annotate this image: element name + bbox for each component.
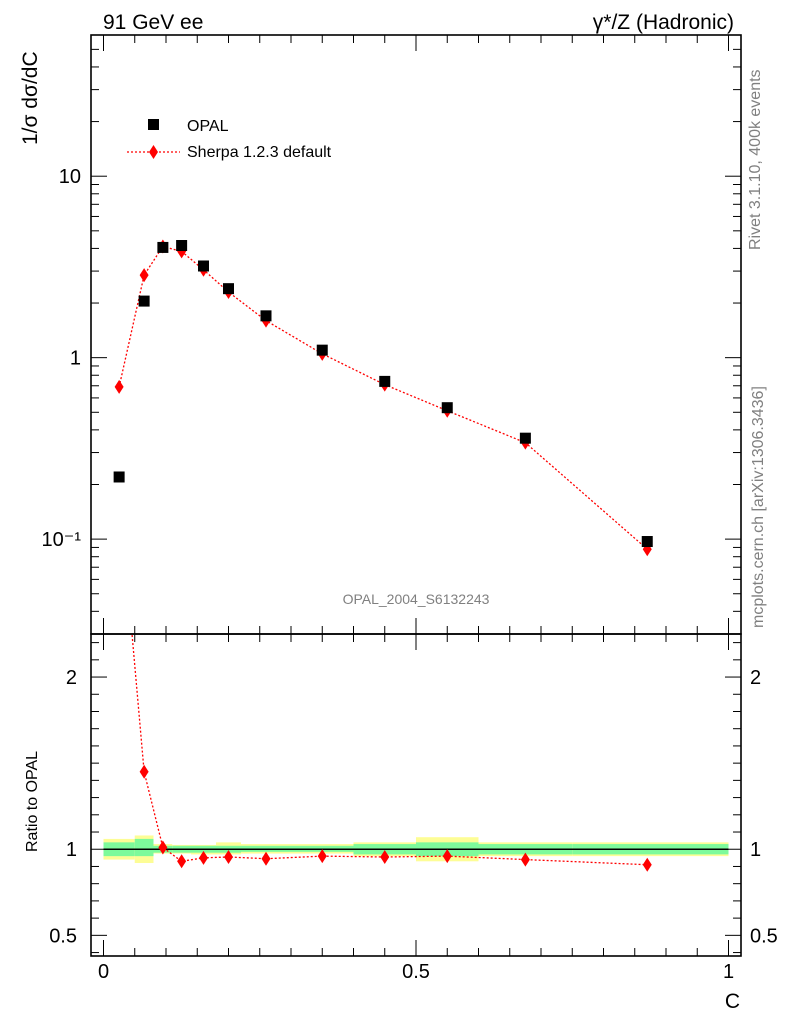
x-tick-label: 0.5	[402, 961, 430, 983]
ratio-y-tick-label-right: 1	[750, 839, 761, 861]
ratio-series-layer	[115, 481, 652, 872]
data-point	[316, 344, 328, 356]
ratio-point	[442, 849, 452, 864]
data-point	[113, 471, 125, 483]
data-point	[641, 536, 653, 548]
main-series-layer	[113, 239, 653, 557]
data-point	[441, 402, 453, 414]
ratio-point	[642, 857, 652, 872]
header-right-label: γ*/Z (Hadronic)	[593, 11, 734, 34]
ratio-plot-frame	[90, 633, 742, 957]
ratio-band-inner	[134, 838, 154, 857]
x-tick-label: 1	[723, 961, 734, 983]
analysis-label: OPAL_2004_S6132243	[343, 591, 490, 607]
main-y-tick-label: 1	[70, 348, 81, 370]
main-y-tick-label: 10⁻¹	[42, 529, 82, 551]
ratio-y-tick-label-right: 2	[750, 667, 761, 689]
ratio-y-tick-label: 0.5	[49, 925, 77, 947]
data-point	[379, 375, 391, 387]
main-axis-ticks: 10⁻¹ 1 10	[42, 34, 741, 635]
ratio-point	[115, 481, 124, 495]
rivet-version-label: Rivet 3.1.10, 400k events	[747, 69, 764, 250]
legend-marker-mc	[149, 145, 158, 159]
ratio-point	[317, 849, 327, 864]
main-y-tick-label: 10	[59, 166, 81, 188]
ratio-uncertainty-bands	[103, 835, 729, 864]
legend: OPAL Sherpa 1.2.3 default	[127, 118, 332, 161]
ratio-axis-ticks: 0.5 0.5 1 1 2 2 0 0.5 1	[49, 634, 778, 983]
x-axis-title: C	[725, 990, 740, 1013]
legend-label-mc: Sherpa 1.2.3 default	[187, 144, 332, 161]
ratio-point	[158, 840, 168, 855]
data-point	[198, 260, 209, 272]
ratio-point	[224, 849, 233, 864]
main-y-axis-title: 1/σ dσ/dC	[19, 51, 42, 145]
source-label: mcplots.cern.ch [arXiv:1306.3436]	[750, 386, 767, 628]
data-point	[519, 432, 531, 444]
ratio-y-tick-label-right: 0.5	[750, 925, 778, 947]
legend-label-data: OPAL	[187, 118, 229, 135]
ratio-point	[177, 854, 187, 869]
ratio-point	[520, 852, 530, 867]
data-point	[138, 295, 150, 307]
ratio-point	[261, 851, 271, 866]
ratio-y-tick-label: 1	[66, 839, 77, 861]
data-point	[223, 283, 234, 295]
data-point	[176, 240, 188, 252]
ratio-series-line	[131, 634, 648, 866]
x-tick-label: 0	[98, 961, 109, 983]
header-left-label: 91 GeV ee	[103, 11, 203, 34]
mc-point	[139, 268, 149, 283]
mc-series-line	[118, 245, 648, 550]
ratio-y-tick-label: 2	[66, 667, 77, 689]
data-point	[260, 310, 272, 322]
ratio-point	[380, 849, 390, 864]
ratio-y-axis-title: Ratio to OPAL	[24, 751, 41, 852]
ratio-point	[199, 850, 208, 865]
legend-marker-data	[148, 119, 159, 130]
data-point	[157, 241, 169, 253]
mc-point	[114, 379, 124, 394]
ratio-point	[139, 764, 149, 779]
